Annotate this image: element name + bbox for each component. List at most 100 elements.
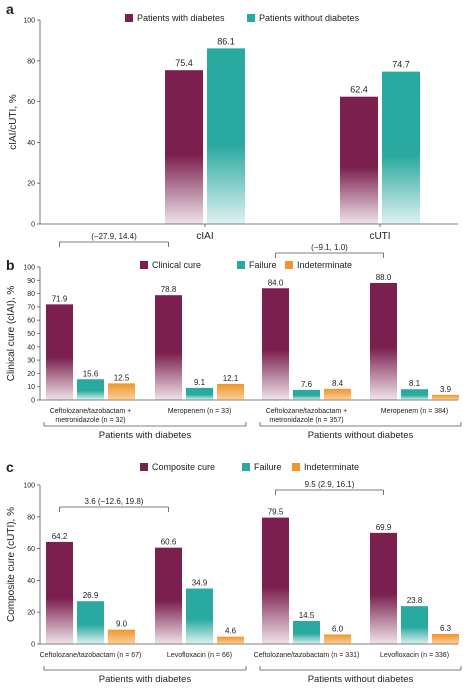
y-tick-label: 20: [27, 371, 35, 378]
panel-c-group-label: Levofloxacin (n = 336): [380, 652, 449, 659]
panel-a-x-tick-label: cUTI: [369, 231, 390, 242]
panel-b-bracket-label: (−9.1, 1.0): [311, 243, 348, 252]
panel-c-bar: [186, 588, 213, 644]
panel-b-bar: [262, 288, 289, 400]
panel-c-group-label: Levofloxacin (n = 66): [167, 652, 232, 659]
panel-b-legend-label-2: Indeterminate: [297, 260, 352, 270]
panel-b-bracket-label: (−27.9, 14.4): [91, 232, 137, 241]
panel-a-label: a: [6, 1, 14, 17]
panel-b-y-axis-title: Clinical cure (cIAI), %: [6, 286, 17, 382]
y-tick-label: 20: [27, 181, 35, 188]
panel-b-label: b: [6, 257, 15, 273]
panel-b-data-label: 71.9: [52, 294, 68, 303]
panel-c-legend-swatch-2: [292, 463, 300, 471]
panel-c-bar: [432, 633, 459, 644]
panel-a-x-tick-label: cIAI: [196, 231, 213, 242]
panel-c-bar: [401, 606, 428, 644]
y-tick-label: 100: [23, 265, 35, 272]
panel-c-legend-label-1: Failure: [254, 462, 282, 472]
panel-b-data-label: 84.0: [268, 278, 284, 287]
panel-a-legend-label-1: Patients without diabetes: [259, 13, 360, 23]
y-tick-label: 20: [27, 610, 35, 617]
panel-c-bracket-label: 9.5 (2.9, 16.1): [305, 480, 355, 489]
y-tick-label: 40: [27, 140, 35, 147]
panel-c-bar: [77, 601, 104, 644]
panel-b-legend-label-1: Failure: [249, 260, 277, 270]
y-tick-label: 60: [27, 318, 35, 325]
panel-a-data-label: 75.4: [175, 58, 193, 68]
y-tick-label: 50: [27, 331, 35, 338]
panel-c-population-label: Patients with diabetes: [99, 674, 192, 685]
panel-c-population-label: Patients without diabetes: [308, 674, 414, 685]
panel-b-legend-swatch-2: [285, 261, 293, 269]
panel-a-bar: [382, 71, 420, 224]
panel-c-legend-label-2: Indeterminate: [304, 462, 359, 472]
panel-b-group-label-2: metronidazole (n = 357): [269, 417, 343, 424]
panel-b-data-label: 9.1: [194, 378, 206, 387]
panel-b-data-label: 88.0: [376, 273, 392, 282]
panel-b-legend-swatch-0: [140, 261, 148, 269]
panel-a-y-axis-title: cIAI/cUTI, %: [8, 94, 19, 150]
panel-b-group-label: Ceftolozane/tazobactam +: [50, 408, 132, 415]
y-tick-label: 70: [27, 304, 35, 311]
panel-b-data-label: 15.6: [83, 369, 99, 378]
panel-b-bar: [324, 388, 351, 400]
panel-b-bar: [155, 295, 182, 400]
panel-c-data-label: 34.9: [192, 579, 208, 588]
panel-c-bar: [155, 547, 182, 644]
y-tick-label: 60: [27, 546, 35, 553]
panel-c-group-label: Ceftolozane/tazobactam (n = 67): [40, 652, 142, 659]
panel-c-label: c: [6, 459, 14, 475]
y-tick-label: 40: [27, 578, 35, 585]
y-tick-label: 30: [27, 358, 35, 365]
panel-b-data-label: 7.6: [301, 380, 313, 389]
panel-b-legend-label-0: Clinical cure: [152, 260, 201, 270]
panel-c-bracket-label: 3.6 (−12.6, 19.8): [85, 497, 144, 506]
y-tick-label: 0: [31, 398, 35, 405]
panel-c-bar: [46, 541, 73, 644]
panel-c-group-label: Ceftolozane/tazobactam (n = 331): [254, 652, 360, 659]
y-tick-label: 10: [27, 384, 35, 391]
panel-c-data-label: 60.6: [161, 538, 177, 547]
panel-b-bar: [46, 304, 73, 400]
y-tick-label: 80: [27, 58, 35, 65]
panel-b-bar: [401, 389, 428, 400]
panel-b-bar: [432, 394, 459, 400]
panel-c-legend-swatch-1: [242, 463, 250, 471]
panel-b-bar: [108, 383, 135, 400]
panel-a-legend-label-0: Patients with diabetes: [137, 13, 225, 23]
y-tick-label: 80: [27, 291, 35, 298]
panel-c-bar: [108, 629, 135, 644]
y-tick-label: 100: [23, 483, 35, 490]
panel-a-data-label: 62.4: [350, 85, 368, 95]
panel-b-bar: [77, 379, 104, 400]
panel-c-data-label: 6.3: [440, 624, 452, 633]
y-tick-label: 0: [31, 222, 35, 229]
panel-b-legend-swatch-1: [237, 261, 245, 269]
panel-a-bar: [165, 70, 203, 225]
panel-a-bar: [340, 96, 378, 224]
panel-c-data-label: 9.0: [116, 620, 128, 629]
panel-b-data-label: 3.9: [440, 385, 452, 394]
panel-b-data-label: 78.8: [161, 285, 177, 294]
panel-c-data-label: 6.0: [332, 624, 344, 633]
panel-a-legend-swatch-0: [125, 14, 133, 22]
panel-b-group-label: Meropenem (n = 384): [381, 408, 449, 415]
panel-b-population-label: Patients without diabetes: [308, 430, 414, 441]
panel-c-legend-swatch-0: [140, 463, 148, 471]
panel-b-data-label: 8.1: [409, 379, 421, 388]
panel-b-population-label: Patients with diabetes: [99, 430, 192, 441]
y-tick-label: 90: [27, 278, 35, 285]
panel-b-group-label: Ceftolozane/tazobactam +: [266, 408, 348, 415]
panel-b-data-label: 12.5: [114, 373, 130, 382]
panel-c-bar: [370, 532, 397, 644]
panel-a-data-label: 74.7: [392, 60, 410, 70]
panel-b-data-label: 8.4: [332, 379, 344, 388]
panel-c-data-label: 23.8: [407, 596, 423, 605]
panel-c-bar: [217, 636, 244, 644]
panel-c-bar: [324, 634, 351, 644]
y-tick-label: 80: [27, 514, 35, 521]
panel-c-data-label: 79.5: [268, 508, 284, 517]
panel-b-data-label: 12.1: [223, 374, 239, 383]
